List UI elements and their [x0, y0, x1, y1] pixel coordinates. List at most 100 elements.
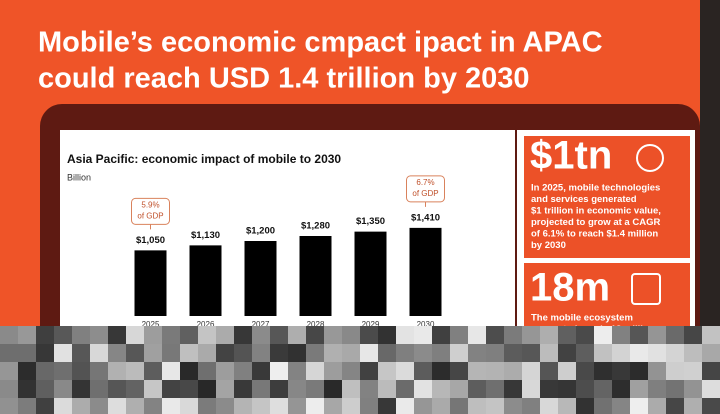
- mosaic-block: [108, 380, 126, 398]
- annotation: of GDP: [137, 211, 163, 220]
- mosaic-block: [216, 398, 234, 414]
- mosaic-block: [252, 344, 270, 362]
- stat: $1tn: [530, 134, 612, 178]
- mosaic-block: [54, 380, 72, 398]
- mosaic-block: [216, 344, 234, 362]
- bar: [409, 227, 442, 316]
- mosaic-block: [450, 380, 468, 398]
- mosaic-block: [414, 344, 432, 362]
- mosaic-block: [378, 326, 396, 344]
- mosaic-block: [396, 326, 414, 344]
- mosaic-block: [360, 326, 378, 344]
- mosaic-block: [594, 380, 612, 398]
- mosaic-block: [180, 398, 198, 414]
- mosaic-block: [612, 398, 630, 414]
- mosaic-block: [90, 326, 108, 344]
- mosaic-block: [252, 380, 270, 398]
- x-tick-label: 2028: [307, 320, 325, 329]
- mosaic-block: [144, 344, 162, 362]
- mosaic-block: [540, 326, 558, 344]
- mosaic-block: [468, 398, 486, 414]
- mosaic-block: [630, 398, 648, 414]
- mosaic-block: [360, 380, 378, 398]
- mosaic-block: [72, 344, 90, 362]
- mosaic-block: [540, 344, 558, 362]
- mosaic-block: [702, 344, 720, 362]
- mosaic-block: [306, 344, 324, 362]
- mosaic-block: [666, 344, 684, 362]
- edge: [700, 0, 720, 414]
- mosaic-block: [648, 344, 666, 362]
- bar: [299, 236, 332, 316]
- mosaic-block: [234, 344, 252, 362]
- mosaic-block: [90, 380, 108, 398]
- mosaic-block: [180, 326, 198, 344]
- money-icon: [636, 144, 664, 172]
- mosaic-block: [396, 344, 414, 362]
- mosaic-block: [90, 362, 108, 380]
- mosaic-block: [576, 344, 594, 362]
- mosaic-block: [648, 362, 666, 380]
- mosaic-block: [288, 398, 306, 414]
- mosaic-block: [198, 398, 216, 414]
- x-tick-label: 2027: [252, 320, 270, 329]
- mosaic-block: [180, 344, 198, 362]
- mosaic-block: [558, 398, 576, 414]
- mosaic-block: [36, 380, 54, 398]
- mosaic-block: [288, 326, 306, 344]
- mosaic-block: [360, 398, 378, 414]
- mosaic-block: [702, 326, 720, 344]
- mosaic-block: [504, 344, 522, 362]
- mosaic-block: [126, 380, 144, 398]
- mosaic-block: [468, 362, 486, 380]
- mosaic-block: [450, 398, 468, 414]
- mosaic-block: [198, 362, 216, 380]
- mosaic-block: [432, 362, 450, 380]
- mosaic-block: [450, 326, 468, 344]
- bar: [134, 250, 167, 316]
- mosaic-block: [0, 398, 18, 414]
- mosaic-block: [234, 326, 252, 344]
- side-text: by 2030: [531, 240, 566, 251]
- mosaic-block: [234, 398, 252, 414]
- mosaic-block: [54, 362, 72, 380]
- mosaic-block: [36, 344, 54, 362]
- mosaic-block: [216, 326, 234, 344]
- mosaic-block: [468, 380, 486, 398]
- mosaic-block: [324, 362, 342, 380]
- mosaic-block: [108, 344, 126, 362]
- mosaic-block: [126, 362, 144, 380]
- slide-title: could reach USD 1.4 trillion by 2030: [38, 63, 530, 95]
- mosaic-block: [666, 398, 684, 414]
- mosaic-block: [522, 398, 540, 414]
- mosaic-block: [468, 326, 486, 344]
- mosaic-block: [288, 344, 306, 362]
- mosaic-block: [90, 398, 108, 414]
- divider: [524, 258, 690, 263]
- mosaic-block: [558, 344, 576, 362]
- mosaic-block: [648, 326, 666, 344]
- mosaic-block: [576, 380, 594, 398]
- mosaic-block: [612, 344, 630, 362]
- mosaic-block: [162, 362, 180, 380]
- mosaic-block: [162, 398, 180, 414]
- mosaic-block: [702, 398, 720, 414]
- side-text: and services generated: [531, 194, 637, 205]
- x-tick-label: 2025: [142, 320, 160, 329]
- mosaic-block: [414, 398, 432, 414]
- mosaic-block: [558, 380, 576, 398]
- annotation: of GDP: [412, 189, 438, 198]
- mosaic-block: [324, 326, 342, 344]
- mosaic-block: [360, 362, 378, 380]
- side-text: of 6.1% to reach $1.4 million: [531, 229, 658, 240]
- mosaic-block: [612, 326, 630, 344]
- mosaic-block: [342, 380, 360, 398]
- mosaic-block: [0, 380, 18, 398]
- mosaic-block: [198, 344, 216, 362]
- bar: [244, 241, 277, 316]
- mosaic-block: [576, 326, 594, 344]
- mosaic-block: [324, 398, 342, 414]
- chart-subtitle: Billion: [67, 172, 91, 182]
- mosaic-block: [432, 326, 450, 344]
- mosaic-block: [252, 362, 270, 380]
